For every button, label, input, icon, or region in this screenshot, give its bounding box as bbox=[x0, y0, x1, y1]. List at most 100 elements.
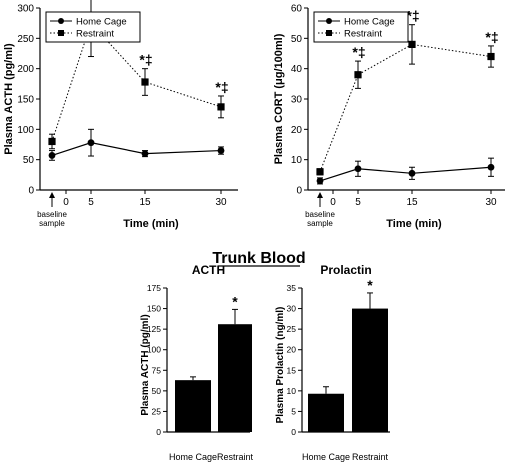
legend-marker bbox=[326, 30, 332, 36]
data-point bbox=[48, 137, 56, 146]
significance-label: * bbox=[367, 277, 373, 293]
prolactin-bar-chart: Prolactin 0 5 10 15 20 25 30 35 Plasma Prolactin … bbox=[275, 263, 390, 462]
cort-time-x-tick-label: 30 bbox=[485, 197, 497, 208]
acth-bar-y-tick-label: 50 bbox=[152, 386, 162, 396]
bar-home-cage bbox=[175, 380, 211, 432]
cort-time-chart: 0 10 20 30 40 50 60 0 5 15 30 Time (min) Plasma CORT… bbox=[273, 4, 505, 230]
acth-time-x-axis-label: Time (min) bbox=[123, 218, 179, 230]
cort-time-x-axis-label: Time (min) bbox=[386, 218, 442, 230]
acth-bar-y-tick-label: 175 bbox=[147, 283, 161, 293]
section-title: Trunk Blood bbox=[212, 250, 305, 267]
acth-time-x-tick-label: 0 bbox=[63, 197, 69, 208]
prolactin-bar-y-tick-label: 0 bbox=[291, 427, 296, 437]
acth-time-baseline-label-2: sample bbox=[39, 219, 65, 228]
cort-time-y-tick-label: 10 bbox=[291, 155, 303, 166]
cort-time-series-restraint: *‡ *‡ *‡ bbox=[316, 8, 499, 176]
cort-time-y-tick-label: 30 bbox=[291, 95, 303, 106]
bar-restraint bbox=[352, 308, 388, 432]
series-line bbox=[319, 166, 492, 182]
legend-marker bbox=[58, 30, 64, 36]
prolactin-bar-y-tick-label: 10 bbox=[287, 386, 297, 396]
data-point bbox=[408, 169, 416, 177]
data-point bbox=[487, 52, 495, 61]
acth-time-x-tick-label: 30 bbox=[215, 197, 227, 208]
category-label: Home Cage bbox=[302, 452, 350, 462]
acth-time-y-tick-label: 300 bbox=[17, 4, 34, 15]
cort-time-baseline-arrowhead bbox=[317, 192, 323, 198]
prolactin-bar-y-tick-label: 30 bbox=[287, 304, 297, 314]
data-point bbox=[354, 165, 362, 173]
acth-time-y-tick-label: 50 bbox=[23, 155, 35, 166]
significance-label: *‡ bbox=[139, 52, 152, 68]
cort-time-y-tick-label: 40 bbox=[291, 64, 303, 75]
acth-bar-y-tick-label: 150 bbox=[147, 304, 161, 314]
cort-time-y-tick-label: 60 bbox=[291, 4, 303, 15]
significance-label: *‡ bbox=[406, 8, 419, 24]
cort-time-y-tick-label: 0 bbox=[296, 186, 302, 197]
category-label: Restraint bbox=[352, 452, 389, 462]
acth-bar-y-tick-label: 100 bbox=[147, 345, 161, 355]
legend-label: Home Cage bbox=[344, 17, 395, 28]
data-point bbox=[141, 78, 149, 86]
acth-time-baseline-arrowhead bbox=[49, 192, 55, 198]
acth-time-y-tick-label: 150 bbox=[17, 95, 34, 106]
data-point bbox=[141, 150, 149, 158]
acth-bar-y-axis-label: Plasma ACTH (pg/ml) bbox=[140, 314, 151, 415]
cort-time-y-tick-label: 20 bbox=[291, 125, 303, 136]
cort-time-baseline-label-2: sample bbox=[307, 219, 333, 228]
significance-label: *‡ bbox=[215, 79, 228, 95]
legend-label: Restraint bbox=[76, 29, 114, 40]
acth-bar-y-tick-label: 25 bbox=[152, 406, 162, 416]
acth-time-y-tick-label: 0 bbox=[28, 186, 34, 197]
data-point bbox=[87, 139, 95, 147]
data-point bbox=[354, 71, 362, 79]
data-point bbox=[316, 168, 324, 176]
acth-time-y-tick-label: 250 bbox=[17, 34, 34, 45]
cort-time-x-tick-label: 5 bbox=[355, 197, 361, 208]
data-point bbox=[487, 163, 495, 171]
legend-marker bbox=[326, 18, 332, 24]
prolactin-bar-y-axis-label: Plasma Prolactin (ng/ml) bbox=[275, 307, 286, 424]
prolactin-bar-y-tick-label: 20 bbox=[287, 345, 297, 355]
acth-time-y-tick-label: 100 bbox=[17, 125, 34, 136]
data-point bbox=[316, 177, 324, 185]
significance-label: *‡ bbox=[485, 29, 498, 45]
cort-time-x-tick-label: 0 bbox=[330, 197, 336, 208]
acth-time-baseline-label-1: baseline bbox=[37, 210, 67, 219]
category-label: Restraint bbox=[217, 452, 254, 462]
acth-time-series-home-cage bbox=[48, 128, 225, 161]
cort-time-y-axis-label: Plasma CORT (μg/100ml) bbox=[273, 33, 285, 164]
significance-label: *‡ bbox=[352, 44, 365, 60]
acth-time-chart: 0 50 100 150 200 250 300 0 5 15 30 Time (min) Plasma… bbox=[3, 0, 238, 230]
acth-bar-title: ACTH bbox=[192, 263, 225, 277]
series-line bbox=[51, 142, 222, 156]
acth-bar-y-tick-label: 0 bbox=[156, 427, 161, 437]
cort-time-series-home-cage bbox=[316, 157, 495, 185]
series-line bbox=[319, 43, 492, 172]
data-point bbox=[217, 103, 225, 111]
acth-time-y-tick-label: 200 bbox=[17, 64, 34, 75]
cort-time-y-tick-label: 50 bbox=[291, 34, 303, 45]
acth-bar-y-tick-label: 75 bbox=[152, 365, 162, 375]
prolactin-bar-y-tick-label: 25 bbox=[287, 324, 297, 334]
acth-bar-chart: ACTH 0 25 50 75 100 125 150 175 Plasma ACTH (pg/m… bbox=[140, 263, 254, 462]
data-point bbox=[217, 147, 225, 154]
data-point bbox=[408, 40, 416, 48]
bar-restraint bbox=[218, 324, 252, 432]
data-point bbox=[48, 152, 56, 159]
legend-marker bbox=[58, 18, 64, 24]
prolactin-bar-title: Prolactin bbox=[320, 263, 371, 277]
legend-box bbox=[313, 11, 409, 43]
acth-time-x-tick-label: 5 bbox=[88, 197, 94, 208]
prolactin-bar-y-tick-label: 35 bbox=[287, 283, 297, 293]
acth-time-x-tick-label: 15 bbox=[139, 197, 151, 208]
category-label: Home Cage bbox=[169, 452, 217, 462]
legend-label: Home Cage bbox=[76, 17, 127, 28]
prolactin-bar-y-tick-label: 5 bbox=[291, 406, 296, 416]
legend-box bbox=[45, 11, 141, 43]
significance-label: * bbox=[232, 293, 238, 309]
bar-home-cage bbox=[308, 393, 344, 432]
